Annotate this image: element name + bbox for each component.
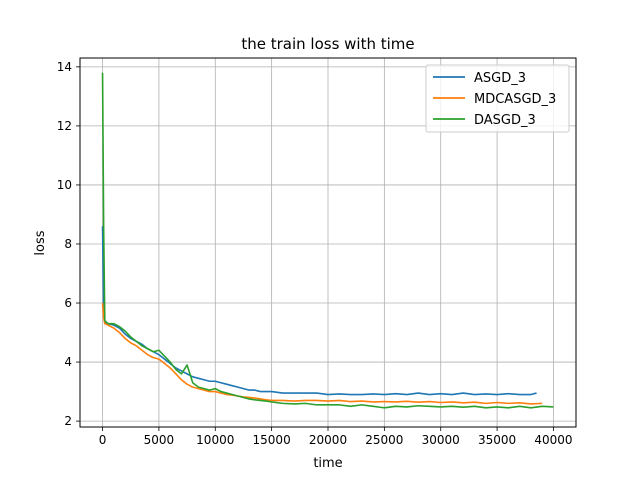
x-tick-label: 30000 (422, 433, 460, 447)
x-tick-label: 5000 (144, 433, 175, 447)
x-tick-label: 15000 (253, 433, 291, 447)
y-tick-label: 8 (64, 237, 72, 251)
axis-ticks: 0 5000 10000 15000 20000 25000 30000 35000 40000… (57, 60, 573, 447)
legend: ASGD_3 MDCASGD_3 DASGD_3 (425, 64, 570, 133)
y-tick-label: 6 (64, 296, 72, 310)
x-tick-label: 35000 (478, 433, 516, 447)
x-tick-label: 40000 (534, 433, 572, 447)
x-tick-label: 0 (99, 433, 107, 447)
series-line-dasgd-3 (101, 72, 554, 409)
chart-title: the train loss with time (241, 35, 414, 53)
y-tick-label: 4 (64, 355, 72, 369)
y-axis-label: loss (33, 230, 48, 255)
y-tick-label: 14 (57, 60, 72, 74)
x-axis-label: time (313, 456, 342, 471)
series-line-asgd-3 (101, 226, 537, 396)
y-tick-label: 12 (57, 119, 72, 133)
series-lines (101, 72, 554, 409)
legend-label: DASGD_3 (474, 113, 536, 128)
series-line-mdcasgd-3 (101, 302, 543, 405)
y-tick-label: 2 (64, 414, 72, 428)
legend-label: MDCASGD_3 (474, 92, 556, 107)
x-tick-label: 20000 (309, 433, 347, 447)
legend-label: ASGD_3 (474, 71, 526, 86)
legend-box (425, 64, 570, 133)
x-tick-label: 25000 (365, 433, 403, 447)
y-tick-label: 10 (57, 178, 72, 192)
x-tick-label: 10000 (196, 433, 234, 447)
